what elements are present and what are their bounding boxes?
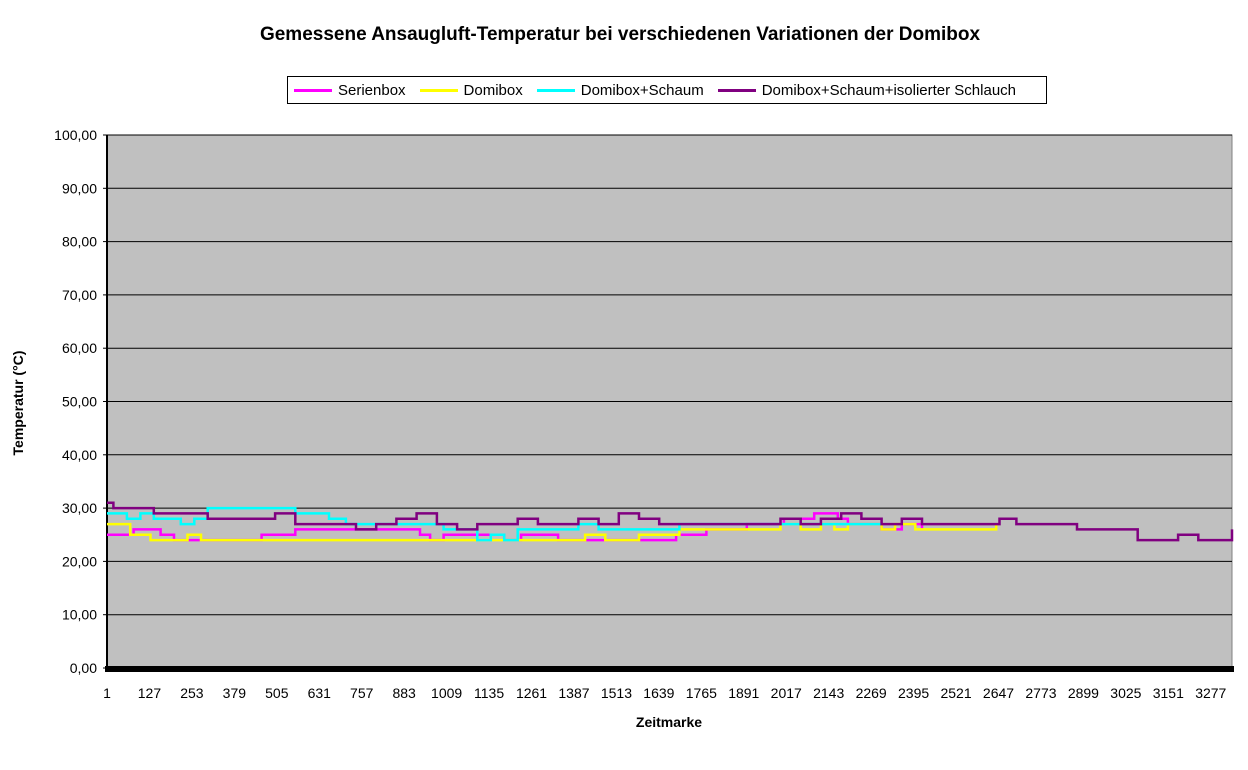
x-tick-label: 3151: [1153, 685, 1184, 701]
legend-item-domibox: Domibox: [419, 81, 523, 99]
x-tick-label: 1135: [474, 685, 504, 701]
x-tick-label: 1513: [601, 685, 632, 701]
x-tick-label: 1765: [686, 685, 717, 701]
legend-label-serienbox: Serienbox: [338, 81, 406, 99]
legend-item-serienbox: Serienbox: [294, 82, 406, 99]
legend-swatch-domibox-schaum-schlauch: [717, 88, 756, 92]
legend-item-domibox-schaum-schlauch: Domibox+Schaum+isolierter Schlauch: [717, 81, 1017, 99]
x-axis-title: Zeitmarke: [635, 714, 703, 730]
legend: Serienbox Domibox Domibox+Schaum Domibox…: [287, 76, 1047, 104]
y-tick-label: 30,00: [62, 500, 97, 516]
x-tick-label: 883: [392, 685, 416, 701]
legend-label-domibox-schaum: Domibox+Schaum: [580, 81, 704, 99]
y-tick-label: 60,00: [62, 340, 97, 356]
x-tick-label: 2521: [940, 685, 971, 701]
x-axis-line: [105, 666, 1234, 672]
y-tick-label: 0,00: [70, 660, 97, 676]
x-tick-label: 2647: [983, 685, 1014, 701]
x-tick-label: 3025: [1110, 685, 1141, 701]
x-tick-label: 2017: [771, 685, 802, 701]
x-tick-label: 2773: [1025, 685, 1056, 701]
legend-swatch-domibox-schaum: [536, 88, 575, 92]
x-tick-label: 253: [180, 685, 204, 701]
x-tick-label: 2395: [898, 685, 929, 701]
x-tick-label: 1387: [558, 685, 589, 701]
legend-item-domibox-schaum: Domibox+Schaum: [536, 81, 704, 99]
x-tick-label: 2269: [856, 685, 887, 701]
y-tick-label: 100,00: [54, 127, 97, 143]
x-tick-label: 757: [350, 685, 374, 701]
y-tick-label: 40,00: [62, 447, 97, 463]
x-tick-label: 1: [103, 685, 111, 701]
series-line-4: [107, 501, 1234, 542]
y-tick-label: 90,00: [62, 180, 97, 196]
x-tick-label: 3277: [1195, 685, 1226, 701]
legend-label-domibox-schaum-schlauch: Domibox+Schaum+isolierter Schlauch: [761, 81, 1017, 99]
y-tick-label: 10,00: [62, 607, 97, 623]
x-tick-label: 127: [138, 685, 162, 701]
x-tick-label: 631: [308, 685, 332, 701]
y-tick-label: 20,00: [62, 553, 97, 569]
chart-title: Gemessene Ansaugluft-Temperatur bei vers…: [259, 24, 981, 45]
x-tick-label: 2899: [1068, 685, 1099, 701]
x-tick-label: 1261: [516, 685, 547, 701]
x-tick-label: 1639: [643, 685, 674, 701]
legend-swatch-domibox: [419, 88, 458, 92]
x-tick-label: 379: [223, 685, 247, 701]
x-tick-label: 2143: [813, 685, 844, 701]
legend-swatch-serienbox: [294, 88, 332, 92]
x-tick-label: 505: [265, 685, 289, 701]
x-tick-label: 1891: [728, 685, 759, 701]
y-tick-label: 80,00: [62, 234, 97, 250]
legend-label-domibox: Domibox: [463, 81, 523, 99]
y-tick-label: 50,00: [62, 394, 97, 410]
x-tick-label: 1009: [431, 685, 462, 701]
y-tick-label: 70,00: [62, 287, 97, 303]
